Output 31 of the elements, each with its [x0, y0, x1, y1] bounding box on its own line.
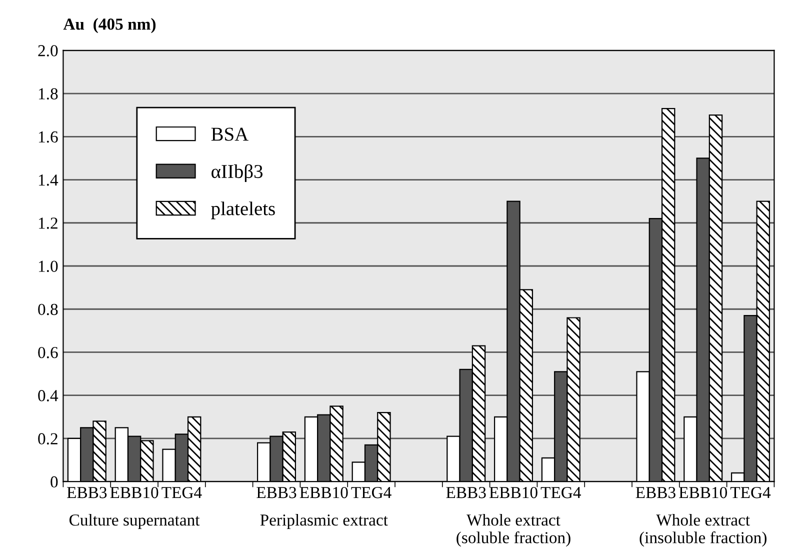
- x-tick-label: EBB3: [256, 486, 296, 498]
- x-tick-label: EBB3: [446, 486, 486, 498]
- y-tick-label: 1.2: [38, 218, 58, 229]
- text: Periplasmic extract: [260, 514, 388, 530]
- y-tick-label: 1.0: [38, 260, 58, 272]
- text: Culture supernatant: [69, 514, 200, 530]
- y-tick-label: 0.6: [38, 346, 58, 358]
- text: Whole extract (insoluble fraction): [640, 514, 766, 547]
- y-tick-label: 1.4: [38, 174, 58, 186]
- x-tick-label: EBB3: [636, 486, 676, 498]
- x-tick-label: TEG4: [730, 486, 771, 498]
- x-tick-label: TEG4: [351, 486, 392, 498]
- y-tick-label: 2.0: [38, 45, 58, 56]
- x-tick-label: EBB10: [300, 486, 348, 498]
- x-tick-label: EBB10: [110, 486, 158, 498]
- y-tick-label: 1.6: [38, 131, 58, 143]
- y-tick-label: 1.8: [38, 88, 58, 100]
- x-tick-label: EBB10: [489, 486, 538, 498]
- legend-label: platelets: [211, 202, 275, 220]
- x-tick-label: EBB10: [679, 486, 728, 498]
- y-axis-title: Au (405 nm): [63, 18, 156, 34]
- y-tick-label: 0.2: [38, 433, 58, 444]
- x-tick-label: TEG4: [162, 486, 202, 498]
- legend-label: BSA: [211, 128, 248, 141]
- text: Whole extract (soluble fraction): [456, 514, 570, 547]
- x-tick-label: EBB3: [67, 486, 107, 498]
- y-tick-label: 0: [50, 476, 58, 488]
- y-tick-label: 0.8: [38, 304, 58, 316]
- legend-label: αIIbβ3: [212, 164, 263, 182]
- x-tick-label: TEG4: [540, 486, 582, 498]
- y-tick-label: 0.4: [38, 390, 58, 402]
